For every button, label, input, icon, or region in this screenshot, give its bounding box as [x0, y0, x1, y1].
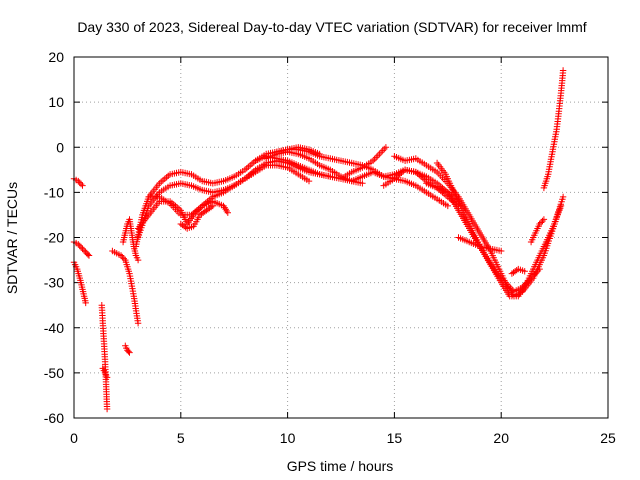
series-arc-2 [70, 238, 93, 259]
data-point [119, 253, 126, 261]
y-tick-label: -20 [44, 230, 64, 246]
data-point [82, 299, 89, 307]
data-point [76, 242, 83, 249]
series-arc-16 [273, 144, 323, 158]
data-point [371, 155, 378, 163]
series-arc-11 [134, 162, 313, 232]
data-point [381, 145, 388, 153]
chart-title: Day 330 of 2023, Sidereal Day-to-day VTE… [77, 19, 586, 35]
data-point [126, 349, 133, 356]
data-point [85, 252, 93, 259]
data-point [75, 177, 82, 185]
data-point [536, 265, 543, 273]
data-point [374, 152, 381, 159]
series-arc-23 [508, 265, 528, 277]
data-point [103, 374, 111, 381]
series-arc-4 [98, 302, 111, 413]
data-point [134, 320, 142, 327]
series-arc-6 [109, 247, 142, 327]
data-point [379, 147, 386, 154]
series-arc-17 [337, 144, 390, 182]
series-arc-25 [540, 67, 567, 192]
x-tick-label: 5 [177, 430, 185, 446]
x-axis-label: GPS time / hours [287, 458, 394, 474]
data-point [382, 144, 390, 151]
axis-ticks: 0 5 10 15 20 25 -60 -50 -40 -30 -20 -10 0 10 20 [44, 49, 616, 446]
data-points [70, 67, 567, 413]
series-arc-24 [527, 216, 548, 246]
series-arc-15 [263, 148, 451, 210]
data-point [498, 247, 505, 255]
y-tick-label: 0 [56, 139, 64, 155]
data-point [120, 255, 127, 262]
x-tick-label: 10 [280, 430, 296, 446]
y-tick-label: -30 [44, 275, 64, 291]
data-point [559, 67, 567, 74]
series-arc-20 [423, 180, 565, 300]
series-arc-12 [145, 193, 231, 219]
x-tick-label: 15 [387, 430, 403, 446]
x-tick-label: 20 [493, 430, 509, 446]
data-point [540, 216, 548, 223]
data-point [557, 202, 565, 210]
plot-frame [73, 56, 609, 419]
x-tick-label: 0 [70, 430, 78, 446]
y-tick-label: -40 [44, 320, 64, 336]
series-arc-21 [433, 159, 543, 295]
data-point [103, 405, 111, 413]
data-point [77, 180, 85, 188]
data-point [75, 241, 82, 248]
data-point [134, 256, 142, 264]
data-point [521, 268, 528, 275]
data-point [316, 150, 323, 158]
data-point [208, 203, 215, 211]
data-point [376, 150, 383, 158]
data-point [359, 180, 366, 187]
data-point [444, 202, 451, 210]
data-point [79, 182, 86, 189]
y-axis-label: SDTVAR / TECUs [4, 182, 20, 294]
data-point [76, 179, 83, 186]
data-point [80, 247, 88, 254]
data-point [117, 252, 125, 259]
y-tick-label: -50 [44, 365, 64, 381]
series-arc-13 [177, 202, 216, 232]
data-point [125, 348, 132, 355]
data-point [539, 217, 546, 225]
data-point [84, 251, 92, 258]
series-arc-7 [122, 342, 133, 356]
data-point [77, 244, 85, 251]
y-tick-label: -10 [44, 184, 64, 200]
data-point [305, 177, 313, 185]
grid [74, 57, 608, 418]
data-point [536, 220, 543, 228]
data-point [373, 154, 380, 161]
data-point [224, 209, 231, 216]
series-arc-1 [70, 175, 86, 189]
data-point [559, 193, 567, 201]
y-tick-label: -60 [44, 410, 64, 426]
series-arc-22 [455, 234, 505, 255]
data-point [209, 202, 216, 210]
data-point [537, 219, 545, 226]
series-arc-5 [99, 365, 111, 381]
data-point [377, 149, 385, 156]
x-tick-label: 25 [600, 430, 616, 446]
y-tick-label: 10 [48, 94, 64, 110]
data-point [79, 245, 86, 252]
y-tick-label: 20 [48, 49, 64, 65]
